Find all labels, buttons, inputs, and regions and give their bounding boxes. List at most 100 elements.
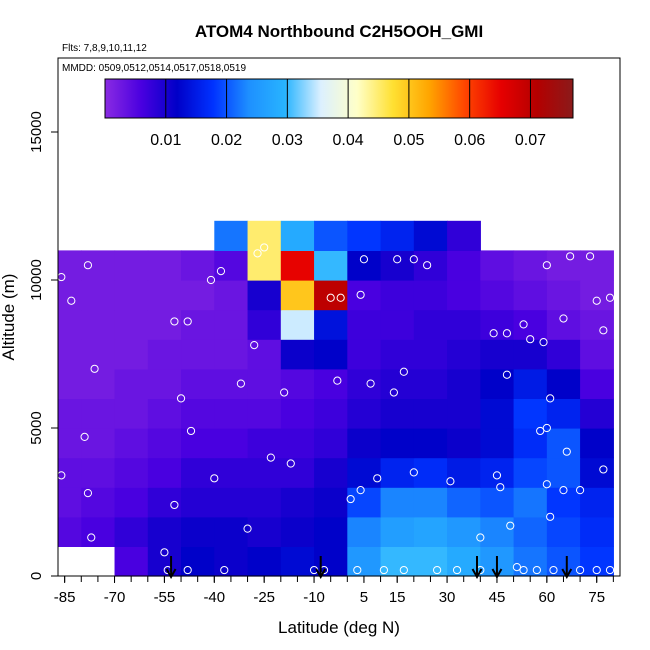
heatmap-cell bbox=[413, 280, 448, 311]
sample-marker bbox=[326, 293, 335, 302]
heatmap-cell bbox=[314, 398, 348, 429]
sample-marker bbox=[542, 423, 551, 433]
colorbar-tick-label: 0.05 bbox=[393, 132, 424, 149]
sample-marker bbox=[492, 471, 502, 480]
heatmap-cell bbox=[380, 309, 415, 340]
heatmap-cell bbox=[580, 398, 614, 429]
heatmap-cell bbox=[347, 546, 382, 577]
heatmap-cell bbox=[81, 428, 116, 459]
heatmap-cell bbox=[58, 516, 82, 547]
heatmap-cell bbox=[214, 220, 249, 251]
sample-marker bbox=[186, 426, 196, 436]
heatmap-cell bbox=[546, 309, 581, 340]
heatmap-cell bbox=[447, 339, 481, 370]
heatmap-cell bbox=[247, 398, 282, 429]
y-axis-title: Altitude (m) bbox=[0, 274, 18, 361]
heatmap-cell bbox=[58, 280, 82, 311]
heatmap-cell bbox=[447, 487, 481, 518]
sample-marker bbox=[280, 388, 289, 397]
heatmap-cell bbox=[347, 220, 382, 251]
sample-marker bbox=[605, 565, 615, 575]
heatmap-cell bbox=[546, 398, 581, 429]
sample-marker bbox=[585, 252, 595, 261]
sample-marker bbox=[176, 394, 186, 403]
heatmap-cell bbox=[447, 398, 481, 429]
heatmap-cell bbox=[58, 368, 82, 399]
heatmap-cell bbox=[380, 280, 415, 311]
heatmap-cell bbox=[81, 280, 116, 311]
heatmap-cell bbox=[247, 428, 282, 459]
heatmap-cell bbox=[58, 339, 82, 370]
heatmap-cell bbox=[280, 428, 315, 459]
heatmap-cell bbox=[314, 516, 348, 547]
heatmap-cell bbox=[314, 220, 348, 251]
heatmap-cell bbox=[114, 309, 149, 340]
heatmap-cell bbox=[546, 487, 581, 518]
sample-marker bbox=[566, 252, 575, 261]
heatmap-cell bbox=[214, 250, 249, 281]
heatmap-cell bbox=[114, 280, 149, 311]
heatmap-cell bbox=[513, 546, 548, 577]
heatmap-cell bbox=[413, 546, 448, 577]
heatmap-cell bbox=[147, 280, 182, 311]
heatmap-cell bbox=[347, 309, 382, 340]
heatmap-cell bbox=[58, 428, 82, 459]
x-tick-label: -10 bbox=[303, 589, 325, 606]
heatmap-cell bbox=[413, 516, 448, 547]
sample-marker bbox=[423, 261, 432, 270]
heatmap-cell bbox=[314, 309, 348, 340]
heatmap-cell bbox=[114, 516, 149, 547]
colorbar-tick-label: 0.02 bbox=[211, 132, 242, 149]
sample-marker bbox=[592, 565, 601, 575]
heatmap-cell bbox=[347, 428, 382, 459]
heatmap-cell bbox=[380, 339, 415, 370]
heatmap-cell bbox=[347, 339, 382, 370]
sample-marker bbox=[433, 565, 442, 575]
y-tick-label: 10000 bbox=[28, 259, 45, 301]
flight-arrow bbox=[315, 556, 327, 580]
sample-marker bbox=[336, 293, 345, 302]
heatmap-cell bbox=[380, 398, 415, 429]
heatmap-cell bbox=[58, 487, 82, 518]
heatmap-cell bbox=[247, 280, 282, 311]
heatmap-cell bbox=[314, 428, 348, 459]
heatmap-cell bbox=[181, 487, 215, 518]
heatmap-cell bbox=[247, 546, 282, 577]
sample-marker bbox=[389, 388, 398, 397]
heatmap-cell bbox=[413, 339, 448, 370]
heatmap-cell bbox=[580, 339, 614, 370]
colorbar-tick-label: 0.03 bbox=[272, 132, 303, 149]
heatmap-cell bbox=[280, 368, 315, 399]
sample-marker bbox=[512, 563, 522, 572]
heatmap-cell bbox=[114, 428, 149, 459]
heatmap-cell bbox=[214, 398, 249, 429]
heatmap-cell bbox=[580, 487, 614, 518]
heatmap-cell bbox=[114, 546, 149, 577]
heatmap-cell bbox=[480, 339, 515, 370]
heatmap-cell bbox=[380, 220, 415, 251]
x-tick-label: 75 bbox=[588, 589, 605, 606]
heatmap-cell bbox=[247, 516, 282, 547]
sample-marker bbox=[366, 379, 375, 388]
heatmap-cell bbox=[114, 250, 149, 281]
x-tick-label: 5 bbox=[360, 589, 368, 606]
sample-marker bbox=[83, 489, 93, 498]
heatmap-cell bbox=[58, 250, 82, 281]
heatmap-cell bbox=[447, 428, 481, 459]
heatmap-cell bbox=[58, 398, 82, 429]
plot-frame bbox=[57, 57, 621, 577]
sample-marker bbox=[506, 521, 515, 530]
heatmap-cell bbox=[447, 250, 481, 281]
heatmap-cell bbox=[280, 309, 315, 340]
heatmap-cell bbox=[81, 457, 116, 488]
heatmap-cell bbox=[214, 368, 249, 399]
sample-marker bbox=[183, 565, 192, 575]
heatmap-cell bbox=[513, 516, 548, 547]
sample-marker bbox=[546, 512, 555, 521]
sample-marker bbox=[80, 432, 89, 441]
heatmap-cell bbox=[214, 516, 249, 547]
x-axis-title: Latitude (deg N) bbox=[278, 618, 400, 637]
heatmap-cell bbox=[181, 339, 215, 370]
heatmap-cell bbox=[413, 309, 448, 340]
